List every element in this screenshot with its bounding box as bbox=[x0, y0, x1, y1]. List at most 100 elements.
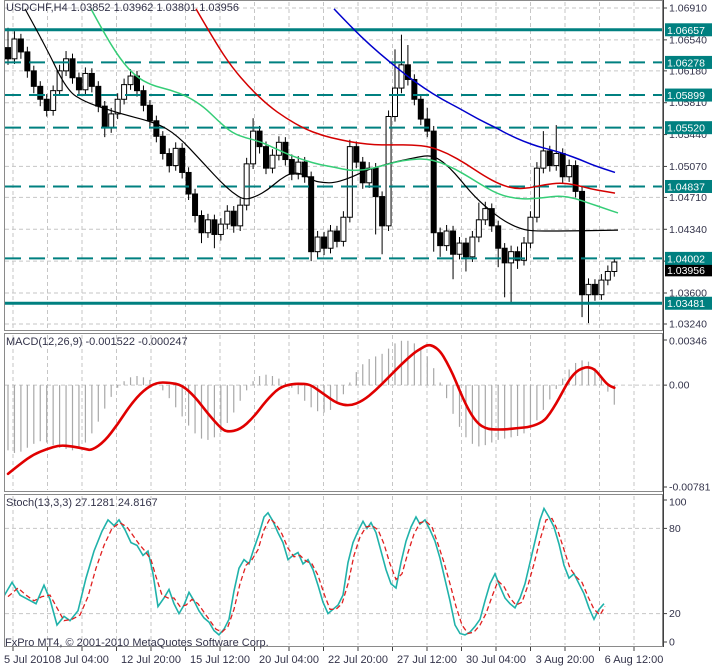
candle-body[interactable] bbox=[63, 58, 70, 72]
candle-body[interactable] bbox=[482, 208, 489, 221]
candle-body[interactable] bbox=[495, 225, 502, 249]
candle-body[interactable] bbox=[69, 58, 76, 79]
candle-body[interactable] bbox=[288, 159, 295, 175]
candle-body[interactable] bbox=[217, 223, 224, 235]
macd-panel[interactable] bbox=[5, 340, 662, 476]
candle-body[interactable] bbox=[179, 147, 186, 173]
candle-body[interactable] bbox=[5, 47, 11, 60]
candle-body[interactable] bbox=[521, 242, 527, 261]
stoch-panel[interactable] bbox=[2, 506, 662, 637]
candle-body[interactable] bbox=[598, 279, 605, 296]
candle-body[interactable] bbox=[114, 98, 121, 115]
candle-body[interactable] bbox=[372, 167, 379, 198]
candle-body[interactable] bbox=[56, 70, 63, 92]
candle-body[interactable] bbox=[462, 242, 469, 258]
candle-body[interactable] bbox=[443, 230, 450, 247]
macd-signal-line[interactable] bbox=[6, 343, 616, 476]
candle-body[interactable] bbox=[340, 216, 347, 242]
stoch-d-line[interactable] bbox=[7, 517, 606, 635]
candle-body[interactable] bbox=[301, 161, 308, 178]
candle-body[interactable] bbox=[211, 219, 218, 235]
candle-body[interactable] bbox=[108, 113, 115, 129]
candle-body[interactable] bbox=[224, 210, 231, 225]
candle-body[interactable] bbox=[146, 104, 153, 122]
candle-body[interactable] bbox=[230, 210, 237, 227]
candle-body[interactable] bbox=[75, 77, 82, 91]
candle-body[interactable] bbox=[43, 98, 50, 111]
candle-body[interactable] bbox=[185, 171, 192, 195]
candle-body[interactable] bbox=[469, 236, 476, 258]
candle-body[interactable] bbox=[24, 51, 31, 72]
candle-body[interactable] bbox=[256, 130, 263, 148]
candle-body[interactable] bbox=[166, 153, 173, 167]
candle-body[interactable] bbox=[585, 283, 592, 296]
candle-body[interactable] bbox=[140, 90, 147, 106]
candle-body[interactable] bbox=[572, 165, 579, 192]
candle-body[interactable] bbox=[121, 84, 128, 100]
candle-body[interactable] bbox=[88, 72, 95, 87]
candle-body[interactable] bbox=[263, 146, 269, 169]
candle-body[interactable] bbox=[250, 130, 257, 165]
candle-body[interactable] bbox=[411, 78, 418, 100]
candle-body[interactable] bbox=[308, 176, 315, 253]
candle-body[interactable] bbox=[82, 72, 89, 91]
candle-body[interactable] bbox=[243, 163, 250, 206]
candle-body[interactable] bbox=[533, 167, 540, 218]
candle-body[interactable] bbox=[385, 115, 392, 227]
candle-body[interactable] bbox=[353, 146, 360, 163]
candle-body[interactable] bbox=[604, 270, 611, 281]
candle-body[interactable] bbox=[546, 150, 553, 167]
candle-body[interactable] bbox=[282, 141, 289, 161]
candle-body[interactable] bbox=[591, 283, 598, 296]
candle-body[interactable] bbox=[553, 153, 560, 167]
candle-body[interactable] bbox=[456, 242, 463, 255]
candle-body[interactable] bbox=[579, 190, 586, 296]
ma-green-line[interactable] bbox=[90, 8, 619, 214]
candles[interactable] bbox=[5, 27, 618, 324]
candle-body[interactable] bbox=[204, 219, 211, 234]
candle-body[interactable] bbox=[198, 215, 205, 234]
candle-body[interactable] bbox=[424, 118, 431, 132]
ma-black-line[interactable] bbox=[24, 8, 619, 232]
candle-body[interactable] bbox=[392, 87, 398, 117]
candle-body[interactable] bbox=[559, 153, 566, 178]
ma-blue-line[interactable] bbox=[333, 8, 616, 174]
candle-body[interactable] bbox=[508, 251, 515, 264]
candle-body[interactable] bbox=[404, 64, 411, 80]
candle-body[interactable] bbox=[346, 146, 353, 218]
candle-body[interactable] bbox=[37, 85, 44, 100]
main-chart-panel[interactable] bbox=[5, 7, 662, 325]
candle-body[interactable] bbox=[437, 232, 444, 247]
candle-body[interactable] bbox=[127, 75, 134, 86]
candle-body[interactable] bbox=[17, 38, 24, 53]
candle-body[interactable] bbox=[314, 236, 321, 253]
candle-body[interactable] bbox=[566, 165, 573, 178]
candle-body[interactable] bbox=[488, 208, 495, 227]
candle-body[interactable] bbox=[11, 38, 18, 60]
candle-body[interactable] bbox=[95, 85, 102, 107]
candle-body[interactable] bbox=[295, 161, 302, 175]
candle-body[interactable] bbox=[417, 98, 424, 120]
candle-body[interactable] bbox=[540, 150, 547, 169]
candle-body[interactable] bbox=[192, 193, 199, 217]
candle-body[interactable] bbox=[30, 70, 37, 87]
candle-body[interactable] bbox=[514, 251, 521, 261]
candle-body[interactable] bbox=[430, 130, 437, 234]
candle-body[interactable] bbox=[321, 236, 328, 249]
candle-body[interactable] bbox=[611, 261, 618, 272]
candle-body[interactable] bbox=[475, 219, 482, 238]
stoch-k-line[interactable] bbox=[2, 506, 605, 637]
ma-red-line[interactable] bbox=[195, 8, 616, 194]
candle-body[interactable] bbox=[333, 230, 340, 242]
candle-body[interactable] bbox=[172, 147, 179, 167]
candle-body[interactable] bbox=[398, 64, 405, 89]
candle-body[interactable] bbox=[237, 204, 244, 227]
candle-body[interactable] bbox=[327, 230, 334, 249]
candle-body[interactable] bbox=[450, 230, 457, 255]
candle-body[interactable] bbox=[501, 247, 508, 264]
candle-body[interactable] bbox=[159, 135, 166, 155]
candle-body[interactable] bbox=[269, 154, 276, 169]
candle-body[interactable] bbox=[379, 196, 386, 227]
candle-body[interactable] bbox=[50, 90, 57, 111]
